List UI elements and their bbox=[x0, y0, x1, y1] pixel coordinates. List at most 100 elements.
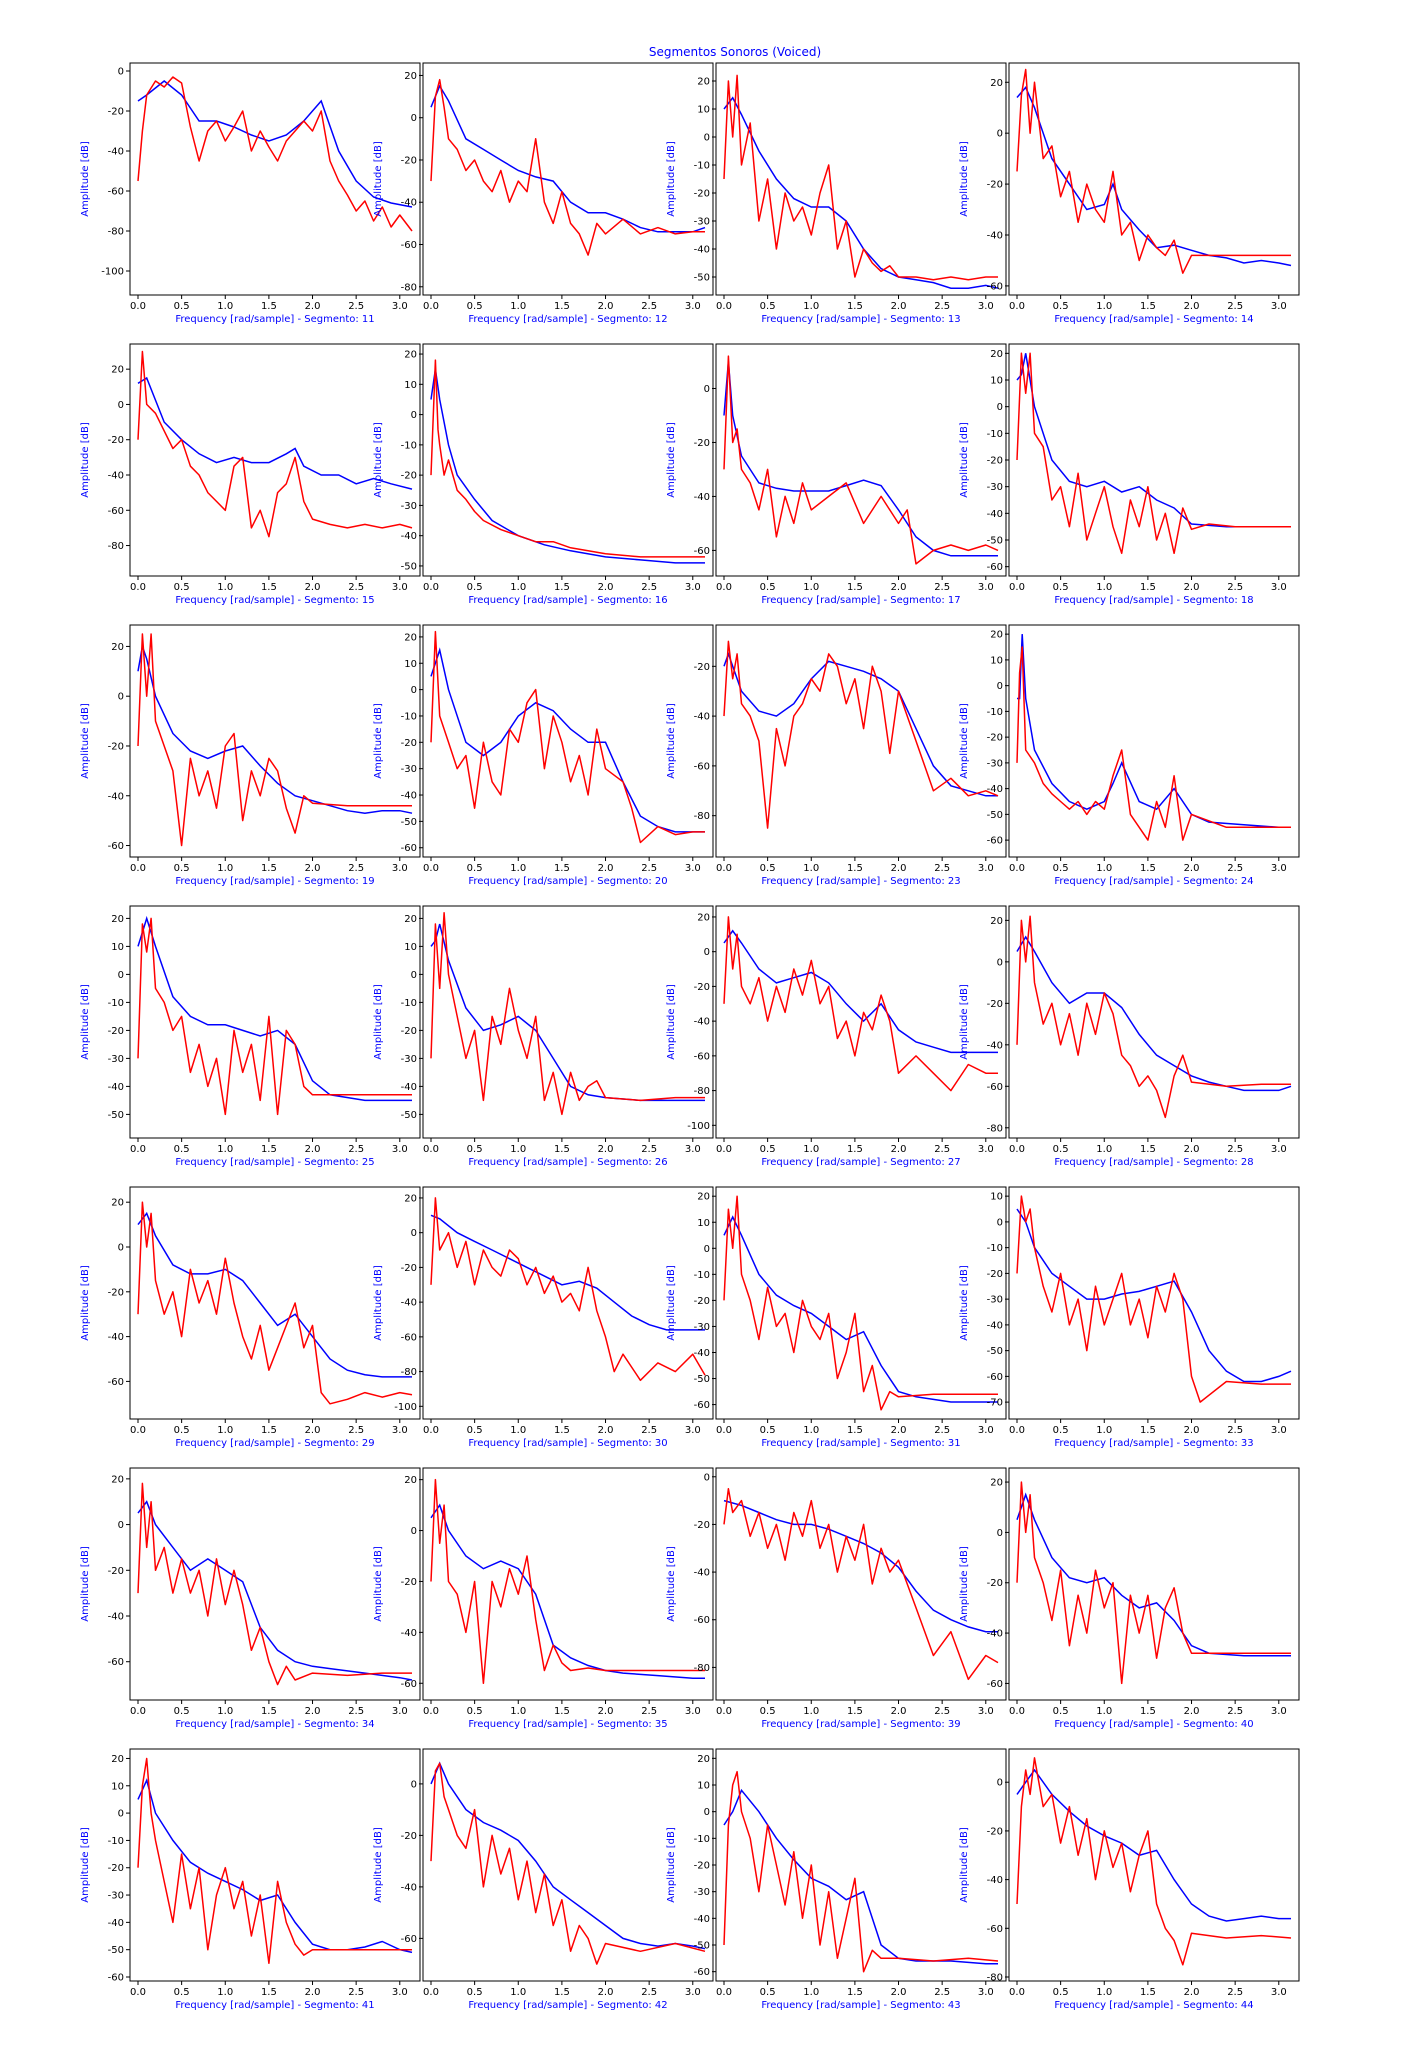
x-axis-label: Frequency [rad/sample] - Segmento: 12 bbox=[468, 314, 667, 325]
x-axis-label: Frequency [rad/sample] - Segmento: 40 bbox=[1054, 1719, 1253, 1730]
x-tick-label: 2.0 bbox=[598, 1706, 614, 1717]
x-tick-label: 0.0 bbox=[130, 1425, 146, 1436]
y-tick-label: -20 bbox=[987, 733, 1003, 744]
x-tick-label: 3.0 bbox=[392, 1987, 408, 1998]
spectrum-line bbox=[430, 359, 705, 558]
y-tick-label: -100 bbox=[687, 1121, 710, 1132]
y-tick-label: 10 bbox=[111, 942, 124, 953]
axes-frame bbox=[715, 62, 1007, 296]
y-tick-label: -20 bbox=[694, 438, 710, 449]
envelope-line bbox=[723, 651, 998, 797]
x-tick-label: 0.5 bbox=[467, 1425, 483, 1436]
x-tick-label: 2.0 bbox=[1184, 1706, 1200, 1717]
y-tick-label: 20 bbox=[111, 914, 124, 925]
subplot-42: 0 -20 -40 -60 0.0 0.5 1.0 1.5 2.0 2.5 3.0 Frequency… bbox=[373, 1748, 714, 2011]
x-axis-label: Frequency [rad/sample] - Segmento: 34 bbox=[175, 1719, 374, 1730]
x-tick-label: 0.0 bbox=[423, 1987, 439, 1998]
y-tick-label: -40 bbox=[694, 245, 710, 256]
y-tick-label: -40 bbox=[108, 1332, 124, 1343]
x-tick-label: 2.5 bbox=[934, 1144, 950, 1155]
y-tick-label: -80 bbox=[401, 282, 417, 293]
y-axis-label: Amplitude [dB] bbox=[666, 1827, 677, 1903]
subplot-41: 20 10 0 -10 -20 -30 -40 -50 -60 0.0 0.5 1.0 1.5 2.0 2.… bbox=[80, 1748, 421, 2011]
y-tick-label: 10 bbox=[990, 655, 1003, 666]
spectrum-line bbox=[430, 78, 705, 256]
x-tick-label: 2.5 bbox=[1227, 1425, 1243, 1436]
y-tick-label: 0 bbox=[704, 1244, 710, 1255]
x-tick-label: 2.0 bbox=[598, 301, 614, 312]
x-axis-label: Frequency [rad/sample] - Segmento: 18 bbox=[1054, 595, 1253, 606]
y-tick-label: -30 bbox=[694, 217, 710, 228]
y-tick-label: 0 bbox=[118, 1243, 124, 1254]
x-tick-label: 0.5 bbox=[467, 1706, 483, 1717]
subplot-33: 10 0 -10 -20 -30 -40 -50 -60 -70 0.0 0.5 1.0 1.5 2.0 2… bbox=[959, 1186, 1300, 1449]
x-tick-label: 0.5 bbox=[760, 301, 776, 312]
y-axis-label: Amplitude [dB] bbox=[666, 1546, 677, 1622]
x-tick-label: 0.0 bbox=[716, 1425, 732, 1436]
x-tick-label: 2.5 bbox=[348, 863, 364, 874]
axes-frame bbox=[1008, 905, 1300, 1139]
x-tick-label: 1.5 bbox=[554, 863, 570, 874]
x-tick-label: 0.5 bbox=[174, 301, 190, 312]
y-tick-label: -60 bbox=[987, 836, 1003, 847]
x-tick-label: 0.5 bbox=[467, 863, 483, 874]
x-tick-label: 3.0 bbox=[1271, 582, 1287, 593]
x-axis-label: Frequency [rad/sample] - Segmento: 15 bbox=[175, 595, 374, 606]
axes-frame bbox=[422, 62, 714, 296]
y-tick-label: -60 bbox=[108, 1657, 124, 1668]
x-tick-label: 2.0 bbox=[305, 1706, 321, 1717]
y-tick-label: -60 bbox=[108, 1973, 124, 1984]
y-tick-label: -10 bbox=[694, 1270, 710, 1281]
y-tick-label: -20 bbox=[401, 738, 417, 749]
y-tick-label: -30 bbox=[401, 501, 417, 512]
x-tick-label: 0.5 bbox=[760, 1144, 776, 1155]
x-tick-label: 0.5 bbox=[467, 582, 483, 593]
x-tick-label: 1.0 bbox=[1096, 1987, 1112, 1998]
y-tick-label: -40 bbox=[401, 1082, 417, 1093]
y-tick-label: -80 bbox=[694, 1086, 710, 1097]
y-tick-label: 10 bbox=[404, 380, 417, 391]
y-tick-label: -30 bbox=[694, 1887, 710, 1898]
subplot-12: 20 0 -20 -40 -60 -80 0.0 0.5 1.0 1.5 2.0 2.5 3.0 Freq… bbox=[373, 62, 714, 325]
x-tick-label: 0.0 bbox=[130, 1987, 146, 1998]
x-tick-label: 3.0 bbox=[978, 582, 994, 593]
x-axis-label: Frequency [rad/sample] - Segmento: 14 bbox=[1054, 314, 1253, 325]
x-tick-label: 1.5 bbox=[554, 1425, 570, 1436]
y-tick-label: 0 bbox=[997, 1217, 1003, 1228]
x-tick-label: 0.0 bbox=[1009, 1987, 1025, 1998]
spectrum-line bbox=[1016, 352, 1291, 555]
x-tick-label: 3.0 bbox=[685, 863, 701, 874]
y-tick-label: -20 bbox=[694, 1520, 710, 1531]
axes-frame bbox=[715, 624, 1007, 858]
y-tick-label: -10 bbox=[987, 1243, 1003, 1254]
x-tick-label: 3.0 bbox=[392, 1425, 408, 1436]
axes-frame bbox=[422, 1186, 714, 1420]
x-tick-label: 2.0 bbox=[598, 863, 614, 874]
x-axis-label: Frequency [rad/sample] - Segmento: 20 bbox=[468, 876, 667, 887]
y-axis-label: Amplitude [dB] bbox=[80, 703, 91, 779]
x-tick-label: 2.0 bbox=[598, 1425, 614, 1436]
x-tick-label: 1.5 bbox=[554, 1144, 570, 1155]
y-axis-label: Amplitude [dB] bbox=[666, 984, 677, 1060]
y-tick-label: -40 bbox=[987, 1629, 1003, 1640]
axes-frame bbox=[129, 1467, 421, 1701]
axes-frame bbox=[129, 905, 421, 1139]
subplot-20: 20 10 0 -10 -20 -30 -40 -50 -60 0.0 0.5 1.0 1.5 2.0 2.… bbox=[373, 624, 714, 887]
x-tick-label: 2.5 bbox=[1227, 863, 1243, 874]
y-tick-label: 0 bbox=[997, 681, 1003, 692]
y-axis-label: Amplitude [dB] bbox=[80, 984, 91, 1060]
y-tick-label: 0 bbox=[997, 957, 1003, 968]
x-tick-label: 0.5 bbox=[760, 1425, 776, 1436]
x-tick-label: 2.0 bbox=[305, 863, 321, 874]
axes-frame bbox=[422, 343, 714, 577]
x-tick-label: 1.0 bbox=[510, 1425, 526, 1436]
x-tick-label: 1.5 bbox=[1140, 1706, 1156, 1717]
x-tick-label: 3.0 bbox=[685, 1425, 701, 1436]
x-tick-label: 3.0 bbox=[1271, 301, 1287, 312]
y-tick-label: -40 bbox=[694, 1348, 710, 1359]
x-axis-label: Frequency [rad/sample] - Segmento: 16 bbox=[468, 595, 667, 606]
y-tick-label: 0 bbox=[118, 1809, 124, 1820]
y-tick-label: 20 bbox=[404, 71, 417, 82]
y-tick-label: 20 bbox=[990, 916, 1003, 927]
